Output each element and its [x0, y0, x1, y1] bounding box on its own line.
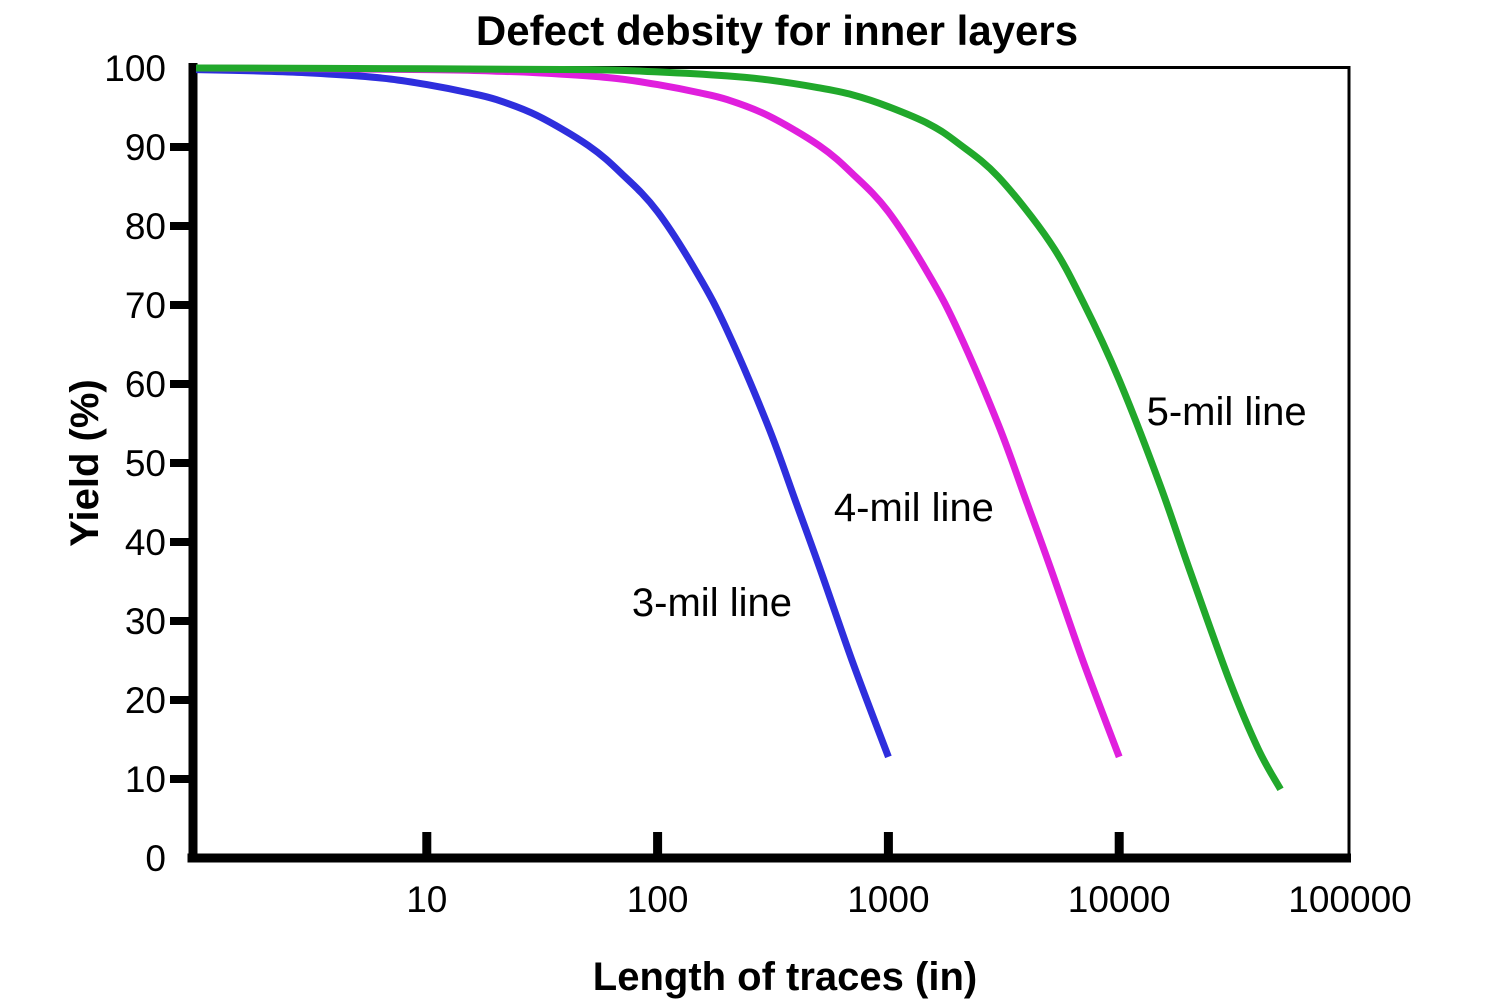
- y-tick-label: 10: [125, 759, 166, 800]
- x-axis-title: Length of traces (in): [593, 955, 977, 999]
- x-tick-label: 100000: [1288, 879, 1411, 920]
- series-path-5-mil-line: [195, 64, 1284, 792]
- y-tick-label: 70: [125, 285, 166, 326]
- y-tick-label: 30: [125, 601, 166, 642]
- series-curves: [195, 64, 1284, 792]
- series-inline-labels: 3-mil line 4-mil line 5-mil line: [632, 390, 1307, 625]
- y-tick-label: 40: [125, 522, 166, 563]
- chart-title: Defect debsity for inner layers: [476, 7, 1078, 54]
- x-tick-label: 10000: [1068, 879, 1171, 920]
- x-tick-label: 1000: [847, 879, 929, 920]
- y-tick-label: 20: [125, 680, 166, 721]
- y-axis-tick-labels: 0 10 20 30 40 50 60 70 80 90 100: [104, 48, 166, 879]
- y-tick-label: 60: [125, 364, 166, 405]
- y-axis-ticks: [170, 143, 190, 783]
- x-tick-label: 100: [627, 879, 689, 920]
- series-label-3-mil-line: 3-mil line: [632, 581, 792, 625]
- x-axis-ticks: [422, 832, 1124, 857]
- y-tick-label: 50: [125, 443, 166, 484]
- x-tick-label: 10: [406, 879, 447, 920]
- series-label-4-mil-line: 4-mil line: [834, 486, 994, 530]
- y-tick-label: 0: [145, 838, 166, 879]
- y-tick-label: 100: [104, 48, 166, 89]
- x-axis-tick-labels: 10 100 1000 10000 100000: [406, 879, 1412, 920]
- series-path-3-mil-line: [195, 66, 892, 759]
- y-tick-label: 80: [125, 206, 166, 247]
- series-path-4-mil-line: [195, 64, 1123, 759]
- plot-frame: [187, 63, 1351, 863]
- y-tick-label: 90: [125, 127, 166, 168]
- series-label-5-mil-line: 5-mil line: [1147, 390, 1307, 434]
- y-axis-title: Yield (%): [63, 379, 107, 546]
